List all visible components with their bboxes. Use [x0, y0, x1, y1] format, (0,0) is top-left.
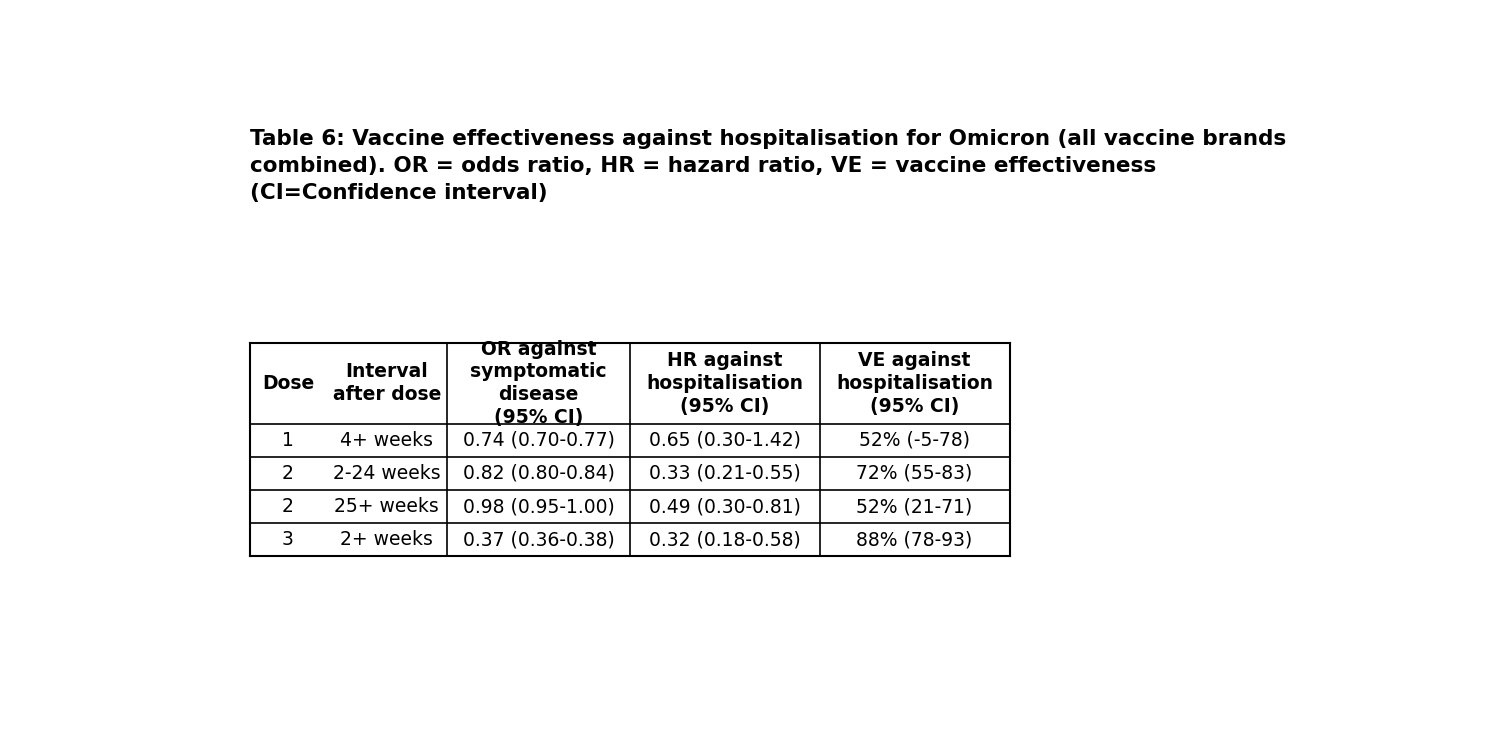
- Text: Table 6: Vaccine effectiveness against hospitalisation for Omicron (all vaccine : Table 6: Vaccine effectiveness against h…: [250, 129, 1286, 203]
- Text: 1: 1: [283, 431, 293, 450]
- Text: 2-24 weeks: 2-24 weeks: [332, 464, 441, 483]
- Text: 2: 2: [283, 464, 293, 483]
- Text: Dose: Dose: [262, 374, 314, 393]
- Text: 52% (-5-78): 52% (-5-78): [859, 431, 970, 450]
- Text: 0.33 (0.21-0.55): 0.33 (0.21-0.55): [648, 464, 800, 483]
- Text: 0.98 (0.95-1.00): 0.98 (0.95-1.00): [463, 497, 615, 516]
- Text: 0.49 (0.30-0.81): 0.49 (0.30-0.81): [648, 497, 800, 516]
- Text: 72% (55-83): 72% (55-83): [856, 464, 973, 483]
- Text: 2: 2: [283, 497, 293, 516]
- Text: VE against
hospitalisation
(95% CI): VE against hospitalisation (95% CI): [836, 351, 993, 416]
- Text: 52% (21-71): 52% (21-71): [856, 497, 973, 516]
- Text: 3: 3: [283, 530, 293, 549]
- Text: 0.65 (0.30-1.42): 0.65 (0.30-1.42): [648, 431, 800, 450]
- Text: HR against
hospitalisation
(95% CI): HR against hospitalisation (95% CI): [647, 351, 803, 416]
- Text: OR against
symptomatic
disease
(95% CI): OR against symptomatic disease (95% CI): [471, 340, 608, 427]
- Text: 88% (78-93): 88% (78-93): [856, 530, 973, 549]
- Text: 2+ weeks: 2+ weeks: [340, 530, 433, 549]
- Text: 0.32 (0.18-0.58): 0.32 (0.18-0.58): [648, 530, 800, 549]
- Text: 25+ weeks: 25+ weeks: [334, 497, 439, 516]
- Text: 0.37 (0.36-0.38): 0.37 (0.36-0.38): [463, 530, 615, 549]
- Text: 4+ weeks: 4+ weeks: [340, 431, 433, 450]
- Text: 0.82 (0.80-0.84): 0.82 (0.80-0.84): [463, 464, 615, 483]
- Text: 0.74 (0.70-0.77): 0.74 (0.70-0.77): [463, 431, 615, 450]
- Text: Interval
after dose: Interval after dose: [332, 362, 441, 405]
